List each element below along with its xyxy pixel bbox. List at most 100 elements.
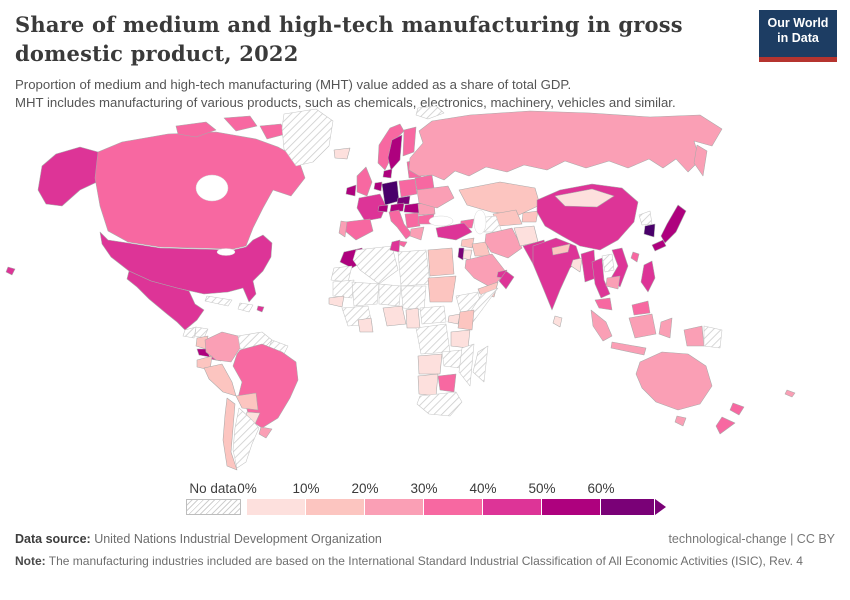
- country-australia[interactable]: [635, 351, 713, 411]
- legend-bin-40-50%[interactable]: [483, 499, 542, 515]
- country-taiwan[interactable]: [630, 251, 640, 263]
- country-new-caledonia[interactable]: [784, 389, 796, 398]
- country-oman[interactable]: [498, 270, 515, 290]
- country-niger[interactable]: [378, 283, 402, 307]
- country-dr-congo[interactable]: [415, 323, 451, 355]
- country-switzerland[interactable]: [377, 204, 389, 213]
- country-bolivia[interactable]: [235, 392, 259, 411]
- country-uganda[interactable]: [447, 313, 461, 325]
- country-zambia[interactable]: [441, 349, 463, 369]
- country-greece[interactable]: [409, 226, 425, 241]
- country-germany[interactable]: [381, 180, 400, 206]
- country-new-zealand-north[interactable]: [729, 402, 745, 416]
- country-mali[interactable]: [351, 281, 380, 307]
- country-canada-island[interactable]: [223, 115, 258, 132]
- legend-bin-50-60%[interactable]: [542, 499, 601, 515]
- country-kyrgyzstan[interactable]: [521, 210, 539, 223]
- country-balkans[interactable]: [404, 212, 421, 229]
- legend-bin-0-10%[interactable]: [247, 499, 306, 515]
- country-canada-island[interactable]: [175, 121, 217, 138]
- country-spain[interactable]: [344, 218, 374, 241]
- country-syria[interactable]: [460, 237, 475, 249]
- country-austria[interactable]: [389, 202, 405, 213]
- country-poland[interactable]: [398, 178, 418, 198]
- country-papua-new-guinea[interactable]: [703, 325, 723, 349]
- country-czechia[interactable]: [396, 195, 411, 205]
- country-svalbard[interactable]: [415, 105, 445, 120]
- country-indonesia-sulawesi[interactable]: [658, 317, 673, 339]
- country-laos[interactable]: [601, 253, 615, 273]
- country-indonesia-java[interactable]: [610, 341, 647, 356]
- country-iceland[interactable]: [333, 147, 351, 160]
- country-usa-hawaii[interactable]: [5, 266, 16, 276]
- country-australia-tasmania[interactable]: [674, 415, 687, 427]
- legend-bin-10-20%[interactable]: [306, 499, 365, 515]
- country-cuba[interactable]: [204, 295, 233, 307]
- country-tunisia[interactable]: [389, 239, 401, 253]
- country-senegal[interactable]: [328, 295, 345, 308]
- country-argentina[interactable]: [232, 407, 260, 469]
- country-sudan[interactable]: [427, 275, 457, 303]
- country-namibia[interactable]: [417, 373, 439, 397]
- country-philippines[interactable]: [640, 260, 656, 293]
- country-usa-alaska[interactable]: [37, 146, 99, 207]
- country-ireland[interactable]: [345, 184, 357, 197]
- country-mexico[interactable]: [126, 270, 205, 331]
- country-india[interactable]: [532, 237, 581, 311]
- country-indonesia-papua[interactable]: [683, 325, 705, 347]
- country-united-kingdom[interactable]: [356, 166, 373, 197]
- country-kenya[interactable]: [457, 309, 475, 331]
- country-hungary[interactable]: [403, 202, 421, 214]
- owid-logo[interactable]: Our World in Data: [759, 10, 837, 62]
- country-japan[interactable]: [660, 204, 687, 244]
- country-bangladesh[interactable]: [570, 257, 583, 273]
- country-malaysia[interactable]: [594, 297, 613, 311]
- legend-no-data-swatch[interactable]: [186, 499, 241, 515]
- country-libya[interactable]: [397, 249, 431, 287]
- country-israel[interactable]: [457, 247, 465, 261]
- country-chad[interactable]: [400, 285, 427, 311]
- country-indonesia-sumatra[interactable]: [590, 309, 613, 342]
- country-russia[interactable]: [408, 110, 723, 181]
- country-mauritania[interactable]: [332, 279, 355, 299]
- country-malaysia-borneo[interactable]: [631, 300, 651, 316]
- country-cambodia[interactable]: [605, 275, 621, 290]
- country-saudi-arabia[interactable]: [464, 253, 507, 289]
- country-russia-kamchatka[interactable]: [693, 144, 708, 177]
- country-peru[interactable]: [203, 363, 237, 397]
- country-portugal[interactable]: [338, 220, 348, 238]
- country-greenland[interactable]: [281, 108, 334, 167]
- country-hispaniola[interactable]: [237, 302, 254, 313]
- country-tanzania[interactable]: [450, 329, 471, 349]
- country-mozambique[interactable]: [458, 343, 475, 387]
- country-sri-lanka[interactable]: [552, 315, 563, 328]
- country-north-korea[interactable]: [638, 210, 653, 226]
- country-netherlands[interactable]: [373, 181, 383, 192]
- legend-bin-20-30%[interactable]: [365, 499, 424, 515]
- country-guatemala[interactable]: [182, 326, 197, 339]
- country-nepal[interactable]: [551, 243, 571, 256]
- country-puerto-rico[interactable]: [256, 305, 265, 313]
- legend-bin-30-40%[interactable]: [424, 499, 483, 515]
- country-western-sahara[interactable]: [330, 265, 353, 283]
- legend-colorbar[interactable]: [247, 499, 666, 515]
- country-mongolia[interactable]: [554, 188, 615, 208]
- country-finland[interactable]: [402, 126, 417, 157]
- country-belarus[interactable]: [414, 174, 435, 191]
- country-italy[interactable]: [388, 209, 413, 240]
- country-uruguay[interactable]: [258, 426, 273, 439]
- country-france[interactable]: [356, 193, 387, 222]
- country-chile[interactable]: [222, 397, 238, 471]
- country-madagascar[interactable]: [472, 345, 489, 383]
- country-new-zealand-south[interactable]: [715, 416, 736, 435]
- country-algeria[interactable]: [352, 245, 399, 285]
- country-turkey[interactable]: [435, 222, 473, 241]
- country-iran[interactable]: [484, 227, 523, 259]
- country-colombia[interactable]: [204, 331, 241, 363]
- country-kazakhstan[interactable]: [458, 181, 541, 216]
- country-nigeria[interactable]: [382, 305, 407, 327]
- country-sweden[interactable]: [387, 134, 403, 171]
- country-ghana[interactable]: [357, 317, 374, 333]
- country-angola[interactable]: [417, 353, 443, 375]
- country-central-african-republic[interactable]: [419, 305, 447, 325]
